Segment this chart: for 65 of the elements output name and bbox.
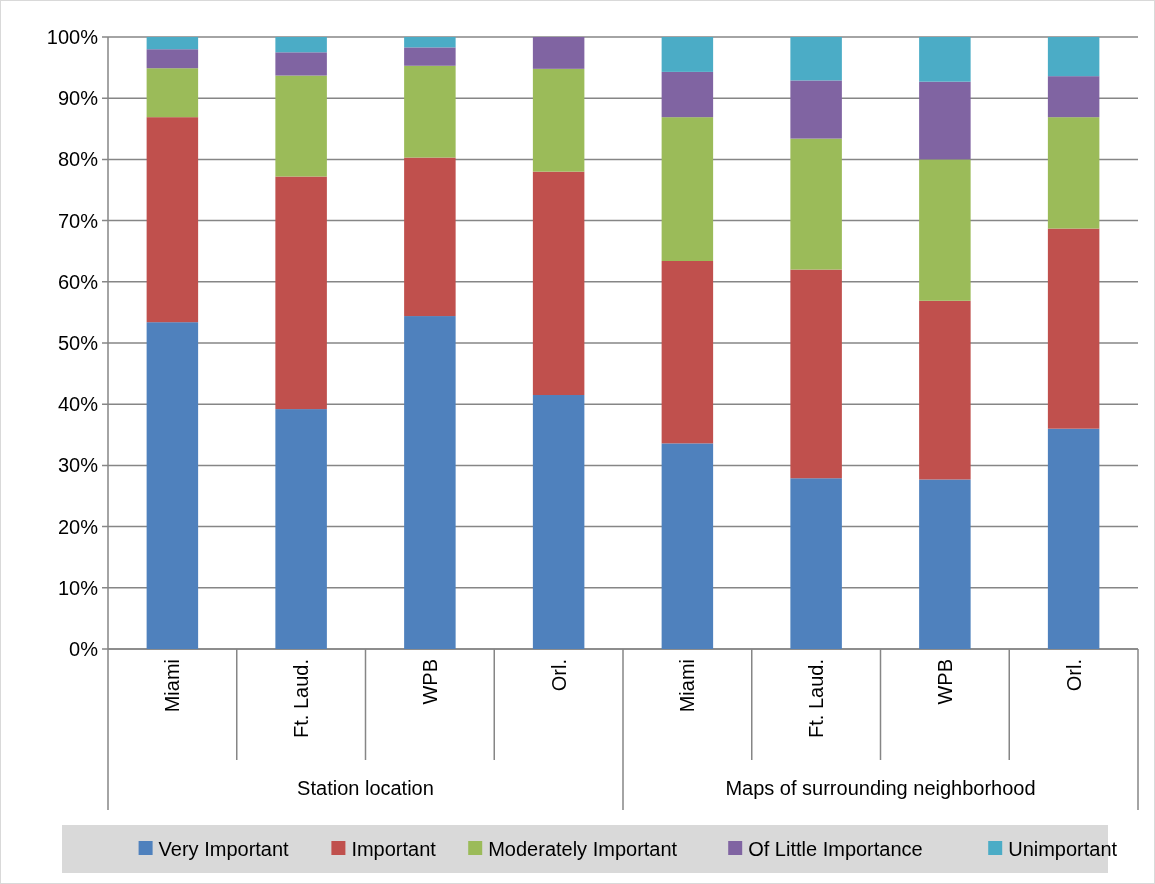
bar	[404, 157, 456, 317]
bar	[404, 37, 456, 48]
legend-label: Moderately Important	[488, 838, 678, 860]
bar	[275, 37, 327, 53]
legend-label: Of Little Importance	[748, 838, 923, 860]
x-tick-label: Orl.	[547, 659, 570, 692]
x-tick-label: Miami	[161, 659, 184, 713]
bar	[146, 49, 199, 69]
legend-label: Unimportant	[1008, 838, 1118, 860]
y-tick-label: 30%	[57, 454, 99, 477]
bar	[790, 80, 842, 139]
bar	[275, 176, 327, 410]
bar	[661, 37, 714, 72]
bar	[919, 81, 971, 160]
bar	[661, 71, 714, 118]
bar	[1047, 228, 1100, 429]
bar	[532, 395, 585, 649]
bar	[146, 68, 199, 118]
bar	[919, 37, 971, 82]
y-tick-label: 50%	[57, 332, 99, 354]
bar	[790, 37, 842, 81]
bar	[790, 478, 842, 649]
bar	[146, 117, 199, 323]
legend-label: Important	[351, 838, 437, 860]
bar	[661, 260, 714, 444]
bar	[661, 117, 714, 261]
y-tick-label: 70%	[57, 209, 99, 232]
bar	[532, 37, 585, 69]
bar	[1047, 37, 1100, 77]
bar	[532, 68, 585, 172]
bar	[1047, 428, 1100, 649]
y-tick-label: 40%	[57, 393, 99, 416]
bar	[404, 65, 456, 158]
x-tick-label: Orl.	[1062, 659, 1085, 692]
legend-label: Very Important	[158, 838, 290, 860]
bar	[404, 47, 456, 66]
y-tick-label: 20%	[57, 515, 99, 538]
bar	[919, 479, 971, 649]
bar	[275, 409, 327, 649]
y-tick-label: 90%	[57, 87, 99, 110]
y-tick-label: 100%	[46, 26, 99, 48]
x-tick-label: WPB	[418, 659, 441, 705]
bar	[404, 316, 456, 649]
bar	[790, 138, 842, 270]
bar	[1047, 117, 1100, 229]
bar	[146, 322, 199, 649]
bar	[919, 300, 971, 480]
text: Station location	[297, 777, 434, 799]
bar	[275, 75, 327, 177]
y-tick-label: 60%	[57, 270, 99, 293]
x-tick-label: Ft. Laud.	[290, 659, 313, 738]
bar	[532, 171, 585, 396]
y-tick-label: 80%	[57, 148, 99, 171]
y-tick-label: 0%	[69, 638, 99, 660]
x-tick-label: WPB	[933, 659, 956, 705]
x-tick-label: Miami	[676, 659, 699, 713]
bar	[275, 52, 327, 76]
bar	[790, 269, 842, 479]
bar	[1047, 76, 1100, 118]
bar	[661, 443, 714, 649]
bar	[146, 37, 199, 50]
text: Maps of surrounding neighborhood	[725, 777, 1036, 799]
x-tick-label: Ft. Laud.	[805, 659, 828, 738]
y-tick-label: 10%	[57, 576, 99, 599]
bar	[919, 159, 971, 301]
